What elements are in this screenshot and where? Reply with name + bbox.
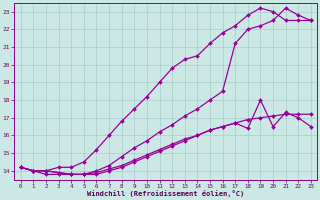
X-axis label: Windchill (Refroidissement éolien,°C): Windchill (Refroidissement éolien,°C) [87,190,244,197]
